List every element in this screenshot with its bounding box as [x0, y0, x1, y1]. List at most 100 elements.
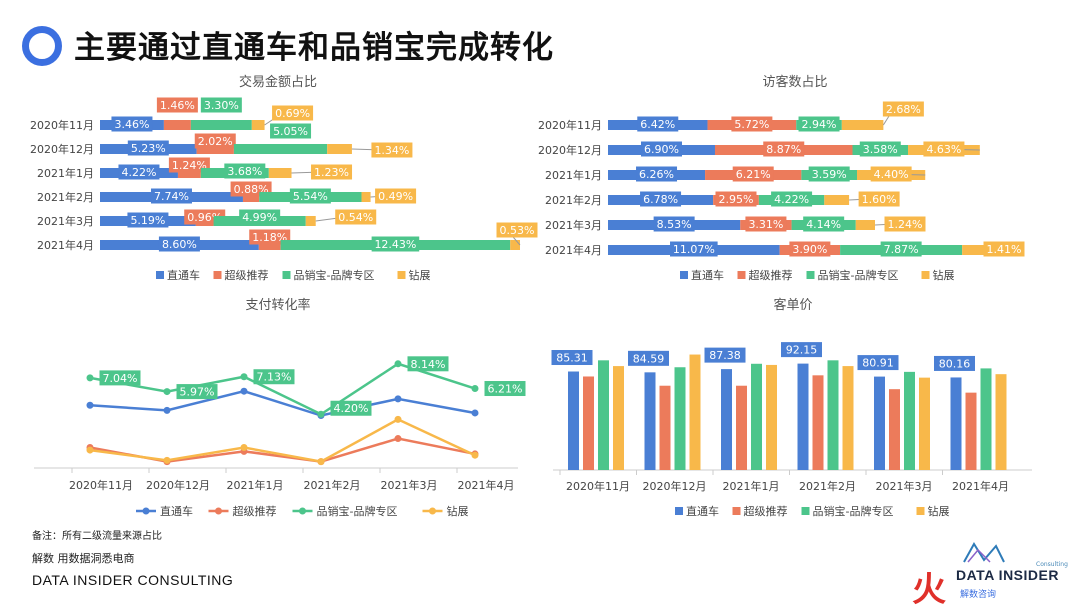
price-bar-4-1 — [889, 389, 900, 470]
visitor-label-1-1-box — [763, 141, 805, 157]
brand-mark-icon — [963, 542, 1005, 563]
price-label-1: 84.59 — [633, 352, 665, 365]
conv-legend-label-2: 品销宝-品牌专区 — [317, 504, 398, 518]
amount-svg: 交易金额占比 2020年11月 3.46% 1.46% 3.30% 0.69% 2020年1… — [30, 74, 538, 282]
conv-xtick-1: 2020年12月 — [146, 478, 210, 492]
amount-bar-1-3 — [327, 144, 352, 154]
conv-point-2-4 — [394, 360, 402, 368]
price-bar-2-0 — [721, 369, 732, 470]
visitor-legend-swatch-0 — [680, 271, 688, 279]
visitor-label-2-3: 4.40% — [874, 168, 909, 181]
price-bar-5-3 — [995, 374, 1007, 470]
amount-bar-1-2 — [233, 144, 328, 154]
amount-label-4-0-box — [127, 212, 169, 228]
price-xtick-4: 2021年3月 — [876, 479, 933, 493]
amount-label-4-3: 0.54% — [338, 211, 373, 224]
conv-label-3: 4.20% — [334, 402, 369, 415]
visitor-label-0-0: 6.42% — [640, 118, 675, 131]
visitor-label-4-1-box — [745, 216, 787, 232]
conv-point-3-5 — [471, 451, 479, 459]
conv-point-3-3 — [317, 458, 325, 466]
amount-ytick-5: 2021年4月 — [37, 238, 94, 252]
conv-label-2-box — [253, 369, 295, 385]
price-bar-0-0 — [568, 371, 579, 470]
footer-slogan: 解数 用数据洞悉电商 — [32, 552, 135, 565]
conv-line-3 — [89, 417, 476, 463]
visitor-label-2-2: 3.59% — [812, 168, 847, 181]
price-bar-4-2 — [904, 371, 915, 470]
conv-point-0-5 — [471, 409, 479, 417]
conv-xtick-4: 2021年3月 — [381, 478, 438, 492]
amount-bar-5-1 — [258, 240, 281, 250]
price-title: 客单价 — [773, 297, 812, 313]
amount-label-2-3: 1.23% — [314, 166, 349, 179]
amount-ytick-4: 2021年3月 — [37, 214, 94, 228]
conv-legend-dot-3 — [429, 507, 436, 515]
amount-label-1-1: 2.02% — [198, 135, 233, 148]
conv-label-2: 7.13% — [257, 371, 292, 384]
page-title: 主要通过直通车和品销宝完成转化 — [74, 30, 554, 66]
visitor-ytick-5: 2021年4月 — [545, 243, 602, 257]
visitor-bar-3-3 — [824, 195, 850, 205]
price-bar-4-0 — [874, 376, 885, 470]
amount-label-2-2-box — [224, 163, 266, 179]
price-bar-2-2 — [751, 363, 762, 470]
conv-legend-label-0: 直通车 — [160, 504, 193, 518]
visitor-label-3-0-box — [640, 191, 682, 207]
brand-huo-mark: 火 — [912, 570, 946, 610]
amount-bar-1-1 — [196, 144, 234, 154]
visitor-label-5-0-box — [670, 241, 718, 257]
amount-label-1-2: 5.05% — [273, 125, 308, 138]
visitor-ytick-4: 2021年3月 — [545, 218, 602, 232]
visitor-label-1-2: 3.58% — [863, 143, 898, 156]
amount-bar-0-2 — [190, 120, 252, 130]
amount-ytick-1: 2020年12月 — [30, 142, 94, 156]
visitor-label-1-0-box — [640, 141, 682, 157]
visitor-title: 访客数占比 — [762, 74, 827, 90]
visitor-label-2-2-box — [808, 166, 850, 182]
conv-point-2-3 — [317, 410, 325, 418]
conv-point-3-4 — [394, 415, 402, 423]
price-bar-0-2 — [598, 360, 609, 470]
amount-legend-swatch-0 — [156, 271, 164, 279]
conv-legend-dot-2 — [299, 507, 306, 515]
visitor-label-0-3: 2.68% — [886, 103, 921, 116]
price-bar-5-2 — [980, 368, 992, 470]
visitor-share-chart: 访客数占比 2020年11月 6.42% 5.72% 2.94% 2.68% 2020年12… — [535, 70, 1065, 290]
amount-label-1-1-box — [194, 133, 236, 149]
price-legend-label-1: 超级推荐 — [744, 504, 788, 518]
visitor-ytick-3: 2021年2月 — [545, 193, 602, 207]
visitor-label-0-0-box — [637, 116, 679, 132]
amount-legend-label-1: 超级推荐 — [225, 268, 269, 282]
amount-label-3-2: 5.54% — [293, 190, 328, 203]
conv-point-0-1 — [163, 406, 171, 414]
visitor-label-2-3-box — [870, 166, 912, 182]
visitor-label-4-2: 4.14% — [806, 218, 841, 231]
price-bar-1-2 — [674, 367, 686, 470]
amount-label-4-0: 5.19% — [130, 214, 165, 227]
visitor-ytick-1: 2020年12月 — [538, 143, 602, 157]
price-label-5: 80.16 — [939, 357, 971, 370]
price-legend-label-0: 直通车 — [686, 504, 719, 518]
visitor-label-3-3: 1.60% — [862, 193, 897, 206]
amount-label-4-2: 4.99% — [242, 211, 277, 224]
amount-label-3-2-box — [289, 188, 331, 204]
amount-label-0-1: 1.46% — [160, 99, 195, 112]
amount-bar-2-3 — [268, 168, 292, 178]
conv-legend-dot-0 — [142, 507, 150, 515]
amount-label-5-1-box — [249, 229, 291, 245]
price-legend-swatch-2 — [801, 507, 810, 515]
conv-point-1-4 — [394, 435, 402, 443]
title-ring-icon — [22, 26, 62, 66]
conv-label-1: 5.97% — [180, 386, 215, 399]
visitor-svg: 访客数占比 2020年11月 6.42% 5.72% 2.94% 2.68% 2020年12… — [538, 74, 1025, 282]
amount-label-3-3: 0.49% — [378, 190, 413, 203]
amount-label-5-2-box — [371, 236, 420, 252]
conv-legend-label-3: 钻展 — [447, 504, 469, 518]
amount-label-5-3-box — [496, 222, 538, 238]
price-bar-1-0 — [644, 372, 656, 470]
visitor-label-2-0-box — [636, 166, 678, 182]
amount-label-3-0: 7.74% — [154, 190, 189, 203]
price-label-2-box — [704, 347, 746, 363]
visitor-label-0-3-box — [882, 101, 924, 117]
